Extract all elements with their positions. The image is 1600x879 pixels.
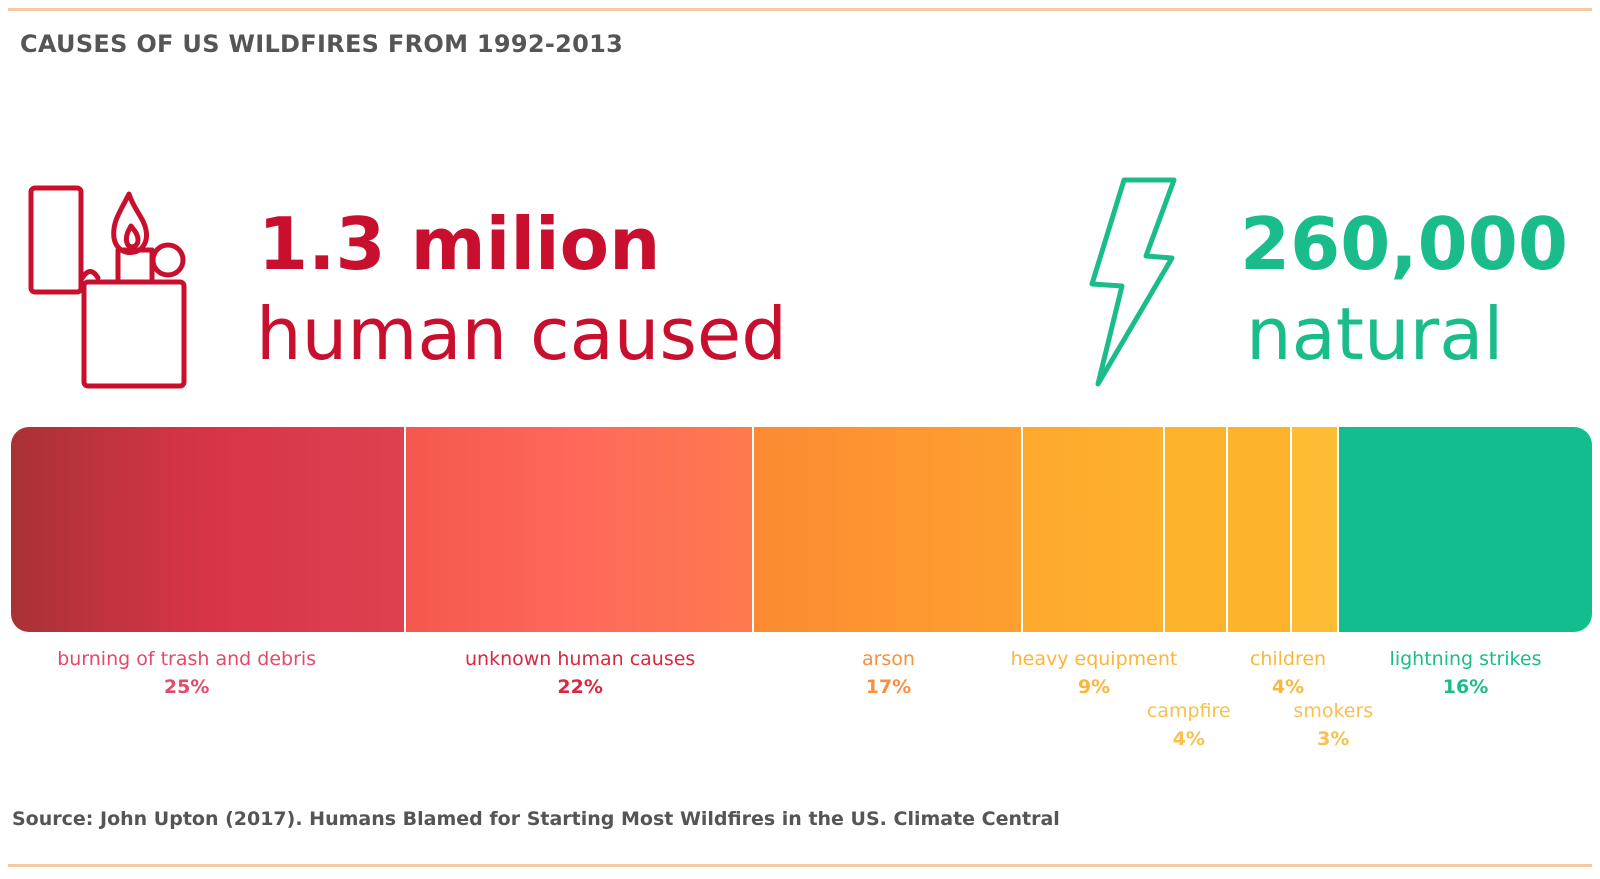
segment-percent: 25% <box>163 676 210 698</box>
segment-name: heavy equipment <box>1010 648 1178 670</box>
bar-segment-children <box>1228 427 1292 632</box>
chart-title: CAUSES OF US WILDFIRES FROM 1992-2013 <box>20 30 624 58</box>
segment-percent: 17% <box>865 676 912 698</box>
segment-label-unknown-human: unknown human causes 22% <box>465 648 695 698</box>
segment-name: children <box>1249 648 1327 670</box>
bar-segment-campfire <box>1165 427 1229 632</box>
segment-name: lightning strikes <box>1389 648 1542 670</box>
bar-segment-heavy-equipment <box>1022 427 1166 632</box>
top-rule <box>8 8 1592 11</box>
human-caused-count: 1.3 milion <box>258 202 661 286</box>
segment-label-heavy-equipment: heavy equipment 9% <box>1011 648 1178 698</box>
segment-percent: 16% <box>1442 676 1489 698</box>
segment-name: smokers <box>1293 700 1374 722</box>
source-note: Source: John Upton (2017). Humans Blamed… <box>12 808 1060 830</box>
lighter-icon <box>28 185 187 389</box>
bar-segment-arson <box>754 427 1023 632</box>
segment-percent: 3% <box>1317 728 1350 750</box>
lightning-bolt-icon <box>1089 177 1177 387</box>
segment-name: burning of trash and debris <box>57 648 317 670</box>
bar-segment-lightning <box>1339 427 1592 632</box>
segment-label-arson: arson 17% <box>862 648 915 698</box>
segment-label-trash-debris: burning of trash and debris 25% <box>57 648 316 698</box>
segment-name: unknown human causes <box>465 648 696 670</box>
segment-percent: 9% <box>1077 676 1111 698</box>
human-caused-label: human caused <box>256 292 787 376</box>
bottom-rule <box>8 864 1592 867</box>
segment-name: arson <box>861 648 915 670</box>
segment-label-lightning: lightning strikes 16% <box>1390 648 1542 698</box>
segment-label-campfire: campfire 4% <box>1147 700 1231 750</box>
stacked-bar <box>11 427 1592 632</box>
segment-percent: 4% <box>1172 728 1205 750</box>
segment-percent: 22% <box>557 676 603 698</box>
segment-label-children: children 4% <box>1250 648 1326 698</box>
bar-segment-smokers <box>1291 427 1339 632</box>
natural-count: 260,000 <box>1240 202 1568 286</box>
segment-name: campfire <box>1146 700 1231 722</box>
segment-percent: 4% <box>1271 676 1305 698</box>
bar-segment-unknown-human <box>406 427 755 632</box>
segment-label-smokers: smokers 3% <box>1293 700 1373 750</box>
natural-label: natural <box>1246 292 1504 376</box>
bar-segment-trash-debris <box>11 427 407 632</box>
